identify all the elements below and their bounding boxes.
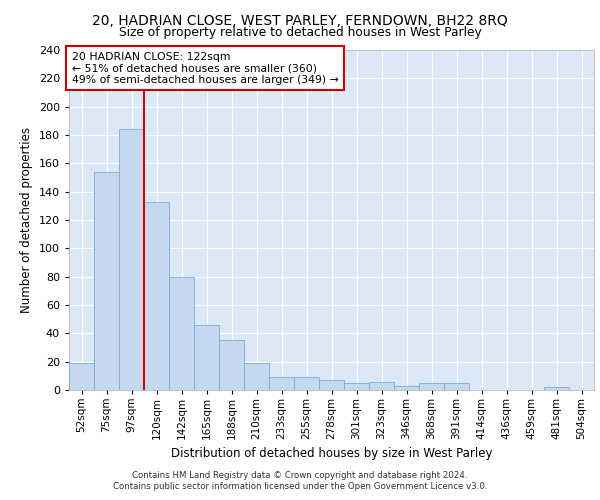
Bar bbox=[169, 276, 194, 390]
Text: Size of property relative to detached houses in West Parley: Size of property relative to detached ho… bbox=[119, 26, 481, 39]
Bar bbox=[244, 363, 269, 390]
Text: Contains HM Land Registry data © Crown copyright and database right 2024.: Contains HM Land Registry data © Crown c… bbox=[132, 471, 468, 480]
Bar bbox=[144, 202, 169, 390]
Bar bbox=[94, 172, 119, 390]
Y-axis label: Number of detached properties: Number of detached properties bbox=[20, 127, 33, 313]
Bar bbox=[394, 386, 419, 390]
Bar bbox=[419, 383, 444, 390]
Bar bbox=[544, 387, 569, 390]
Bar bbox=[344, 383, 369, 390]
Bar bbox=[194, 325, 219, 390]
Text: 20 HADRIAN CLOSE: 122sqm
← 51% of detached houses are smaller (360)
49% of semi-: 20 HADRIAN CLOSE: 122sqm ← 51% of detach… bbox=[71, 52, 338, 85]
Bar bbox=[294, 377, 319, 390]
Text: 20, HADRIAN CLOSE, WEST PARLEY, FERNDOWN, BH22 8RQ: 20, HADRIAN CLOSE, WEST PARLEY, FERNDOWN… bbox=[92, 14, 508, 28]
Bar bbox=[369, 382, 394, 390]
Bar bbox=[219, 340, 244, 390]
Bar bbox=[444, 383, 469, 390]
Text: Contains public sector information licensed under the Open Government Licence v3: Contains public sector information licen… bbox=[113, 482, 487, 491]
Bar bbox=[119, 130, 144, 390]
X-axis label: Distribution of detached houses by size in West Parley: Distribution of detached houses by size … bbox=[171, 448, 492, 460]
Bar bbox=[269, 377, 294, 390]
Bar bbox=[69, 363, 94, 390]
Bar bbox=[319, 380, 344, 390]
